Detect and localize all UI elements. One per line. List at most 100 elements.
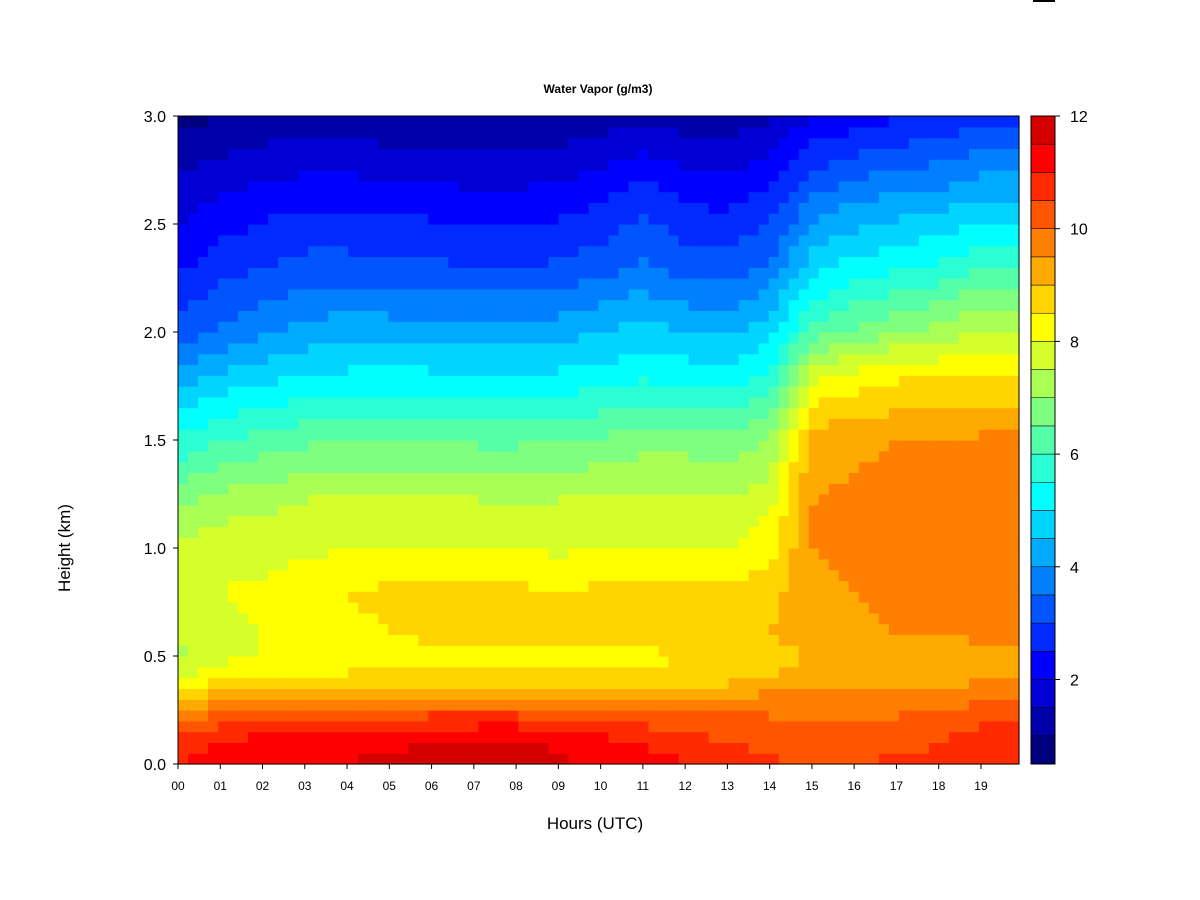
heatmap-cell (438, 677, 449, 689)
heatmap-cell (838, 159, 850, 171)
heatmap-cell (838, 180, 850, 193)
heatmap-cell (848, 310, 860, 322)
heatmap-cell (488, 472, 499, 484)
heatmap-cell (828, 602, 840, 614)
heatmap-cell (798, 450, 810, 463)
heatmap-cell (978, 440, 990, 452)
heatmap-cell (268, 483, 279, 495)
heatmap-cell (498, 580, 509, 592)
heatmap-cell (238, 591, 249, 603)
heatmap-cell (358, 288, 369, 301)
heatmap-cell (368, 677, 379, 689)
heatmap-cell (548, 148, 560, 160)
heatmap-cell (948, 429, 960, 441)
heatmap-cell (928, 504, 940, 517)
heatmap-cell (668, 191, 680, 203)
heatmap-cell (788, 364, 800, 376)
heatmap-cell (598, 353, 610, 365)
heatmap-cell (248, 202, 259, 214)
heatmap-cell (598, 537, 610, 549)
heatmap-cell (298, 137, 309, 149)
heatmap-cell (478, 504, 489, 517)
heatmap-cell (418, 429, 429, 441)
heatmap-cell (678, 656, 690, 668)
heatmap-cell (448, 202, 459, 214)
heatmap-cell (828, 407, 840, 419)
heatmap-cell (318, 396, 329, 409)
heatmap-cell (858, 580, 870, 592)
heatmap-cell (388, 580, 399, 592)
heatmap-cell (988, 180, 1000, 193)
heatmap-cell (658, 353, 670, 365)
heatmap-cell (568, 299, 580, 311)
heatmap-cell (668, 656, 680, 668)
heatmap-cell (328, 159, 339, 171)
heatmap-cell (958, 720, 970, 733)
heatmap-cell (248, 537, 259, 549)
heatmap-cell (868, 180, 880, 193)
heatmap-cell (978, 515, 990, 527)
heatmap-cell (388, 483, 399, 495)
heatmap-cell (878, 753, 890, 765)
heatmap-cell (508, 569, 519, 581)
heatmap-cell (878, 353, 890, 365)
heatmap-cell (358, 753, 369, 765)
heatmap-cell (848, 742, 860, 754)
heatmap-cell (698, 710, 710, 722)
heatmap-cell (408, 472, 419, 484)
heatmap-cell (338, 407, 349, 419)
heatmap-cell (798, 429, 810, 441)
heatmap-cell (838, 623, 850, 635)
heatmap-cell (688, 677, 700, 689)
heatmap-cell (218, 537, 229, 549)
heatmap-cell (818, 504, 830, 517)
heatmap-cell (838, 170, 850, 182)
heatmap-cell (278, 375, 289, 387)
heatmap-cell (848, 148, 860, 160)
heatmap-cell (398, 656, 409, 668)
heatmap-cell (468, 310, 479, 322)
heatmap-cell (688, 299, 700, 311)
heatmap-cell (288, 202, 299, 214)
heatmap-cell (778, 699, 790, 711)
heatmap-cell (858, 612, 870, 625)
heatmap-cell (338, 191, 349, 203)
heatmap-cell (938, 602, 950, 614)
heatmap-cell (828, 558, 840, 571)
heatmap-cell (628, 202, 640, 214)
heatmap-cell (928, 126, 940, 139)
heatmap-cell (828, 234, 840, 247)
heatmap-cell (778, 137, 790, 149)
heatmap-cell (448, 537, 459, 549)
heatmap-cell (218, 224, 229, 236)
heatmap-cell (768, 267, 780, 279)
heatmap-cell (468, 591, 479, 603)
heatmap-cell (618, 342, 630, 355)
heatmap-cell (208, 580, 219, 592)
heatmap-cell (288, 504, 299, 517)
heatmap-cell (538, 332, 550, 344)
heatmap-cell (488, 288, 499, 301)
heatmap-cell (978, 321, 990, 333)
heatmap-cell (338, 526, 349, 538)
heatmap-cell (918, 461, 930, 473)
heatmap-cell (868, 504, 880, 517)
heatmap-cell (638, 634, 650, 646)
heatmap-cell (678, 429, 690, 441)
heatmap-cell (868, 170, 880, 182)
heatmap-cell (558, 234, 570, 247)
heatmap-cell (278, 278, 289, 290)
heatmap-cell (588, 526, 600, 538)
heatmap-cell (708, 267, 720, 279)
heatmap-cell (888, 710, 900, 722)
heatmap-cell (478, 569, 489, 581)
heatmap-cell (368, 753, 379, 765)
heatmap-cell (278, 386, 289, 398)
heatmap-cell (578, 116, 590, 128)
heatmap-cell (558, 180, 570, 193)
heatmap-cell (218, 634, 229, 646)
heatmap-cell (348, 526, 359, 538)
heatmap-cell (248, 591, 259, 603)
heatmap-cell (428, 386, 439, 398)
heatmap-cell (748, 450, 760, 463)
